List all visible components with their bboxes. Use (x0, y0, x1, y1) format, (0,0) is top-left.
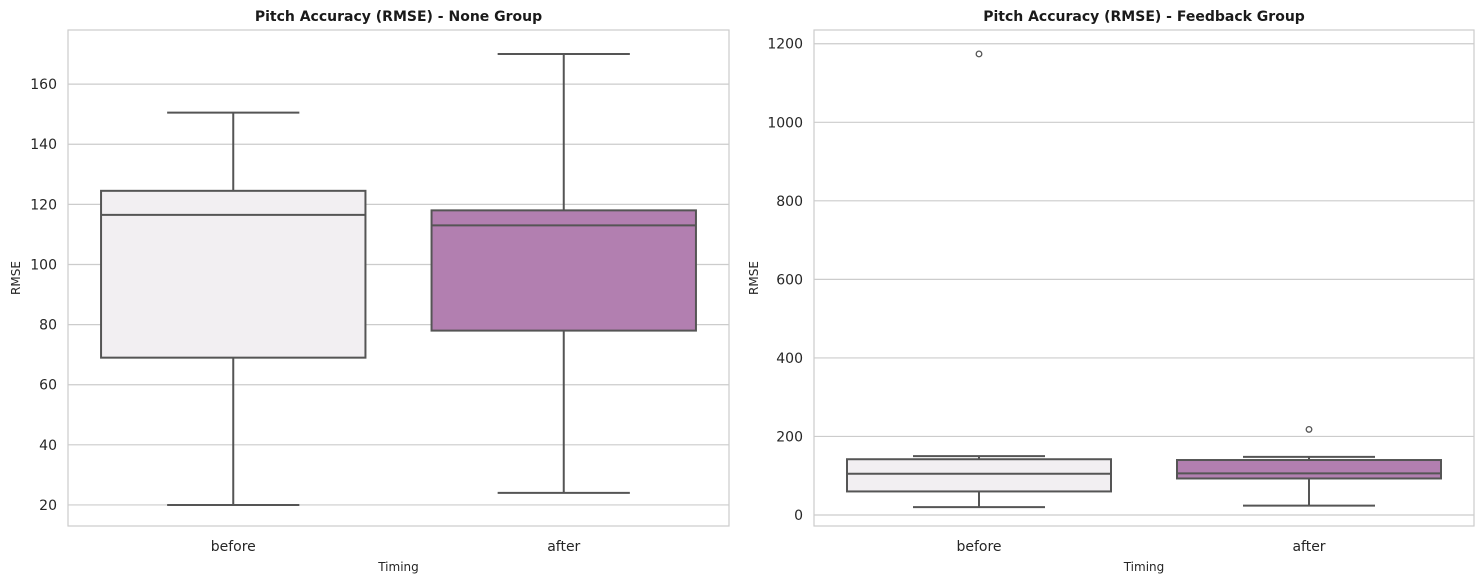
y-tick-label: 0 (794, 508, 803, 524)
box-before (846, 50, 1112, 509)
feedback-group-boxes (846, 50, 1442, 509)
y-tick-label: 100 (30, 257, 57, 273)
feedback-group-plot-frame (813, 29, 1475, 527)
none-group-plot-frame (67, 29, 730, 527)
none-group-x-axis-label: Timing (377, 560, 419, 574)
box-after (1176, 425, 1442, 507)
none-group-title: Pitch Accuracy (RMSE) - None Group (255, 9, 542, 25)
box-before (100, 111, 367, 506)
y-tick-label: 60 (39, 378, 57, 394)
x-tick-label-before: before (211, 539, 256, 555)
feedback-group-x-axis-label: Timing (1123, 560, 1165, 574)
y-tick-label: 1200 (767, 37, 803, 53)
iqr-box (430, 209, 697, 332)
feedback-group-y-axis-label: RMSE (747, 261, 761, 295)
none-group-chart: 20 40 60 80 100 120 140 160 before after Pitch A… (9, 9, 730, 574)
feedback-group-grid (814, 43, 1474, 516)
iqr-box (100, 189, 367, 359)
none-group-boxes (100, 53, 697, 506)
feedback-group-chart: 0 200 400 600 800 1000 1200 before after Pitch … (747, 9, 1475, 574)
box-after (430, 53, 697, 494)
feedback-group-y-ticks: 0 200 400 600 800 1000 1200 (767, 37, 803, 524)
y-tick-label: 160 (30, 77, 57, 93)
outlier-point (1305, 425, 1313, 433)
iqr-box (1176, 459, 1442, 480)
x-tick-label-after: after (1292, 539, 1325, 555)
none-group-x-ticks: before after (211, 539, 581, 555)
feedback-group-title: Pitch Accuracy (RMSE) - Feedback Group (983, 9, 1305, 25)
x-tick-label-after: after (547, 539, 580, 555)
x-tick-label-before: before (956, 539, 1001, 555)
y-tick-label: 400 (776, 351, 803, 367)
feedback-group-x-ticks: before after (956, 539, 1325, 555)
y-tick-label: 800 (776, 194, 803, 210)
y-tick-label: 200 (776, 429, 803, 445)
iqr-box (846, 458, 1112, 493)
y-tick-label: 40 (39, 438, 57, 454)
none-group-y-ticks: 20 40 60 80 100 120 140 160 (30, 77, 57, 514)
none-group-y-axis-label: RMSE (9, 261, 23, 295)
y-tick-label: 1000 (767, 115, 803, 131)
y-tick-label: 140 (30, 137, 57, 153)
y-tick-label: 80 (39, 318, 57, 334)
y-tick-label: 120 (30, 197, 57, 213)
y-tick-label: 600 (776, 272, 803, 288)
outlier-point (975, 50, 983, 58)
y-tick-label: 20 (39, 498, 57, 514)
